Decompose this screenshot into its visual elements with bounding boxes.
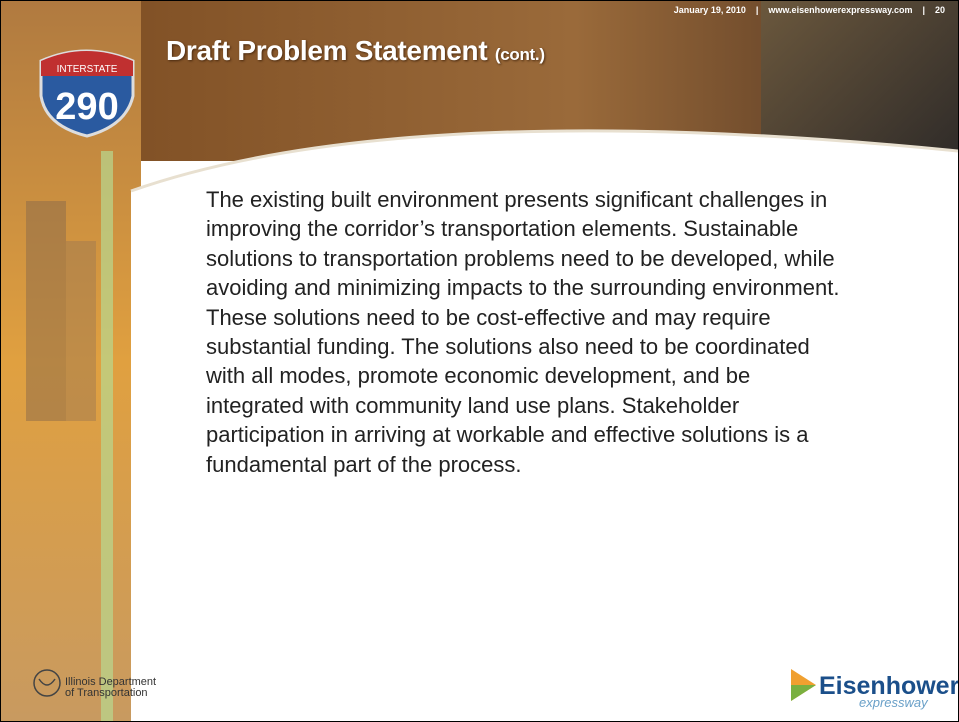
body-line: solutions to transportation problems nee… (206, 245, 835, 271)
body-line: The existing built environment presents … (206, 187, 828, 212)
title: Draft Problem Statement (cont.) (166, 35, 545, 67)
title-main: Draft Problem Statement (166, 35, 488, 66)
separator: | (755, 5, 759, 15)
body-line: substantial funding. The solutions also … (206, 334, 810, 360)
idot-line: of Transportation (65, 687, 148, 699)
body-line: avoiding and minimizing impacts to the s… (206, 275, 840, 301)
website: www.eisenhowerexpressway.com (768, 5, 913, 15)
idot-line: Illinois Department (65, 676, 157, 688)
body-line: participation in arriving at workable an… (206, 422, 809, 448)
body-text: The existing built environment presents … (206, 185, 839, 479)
body-line: These solutions need to be cost-effectiv… (206, 304, 771, 330)
body-line: fundamental part of the process. (206, 451, 522, 477)
logo-sub: expressway (859, 695, 928, 710)
title-suffix: (cont.) (494, 45, 545, 64)
header: January 19, 2010 | www.eisenhowerexpresswa… (669, 5, 950, 15)
body-line: improving the corridor’s transportation … (206, 216, 799, 242)
body-line: with all modes, promote economic develop… (206, 363, 751, 389)
shield-top: INTERSTATE (57, 64, 118, 75)
body-line: integrated with community land use plans… (206, 392, 740, 418)
idot-logo: Illinois Department of Transportation (65, 677, 156, 699)
logo-main: Eisenhower (819, 672, 959, 700)
page-number: 20 (934, 5, 945, 15)
separator: | (922, 5, 925, 15)
shield-number: 290 (55, 86, 118, 128)
date: January 19, 2010 (673, 5, 746, 15)
